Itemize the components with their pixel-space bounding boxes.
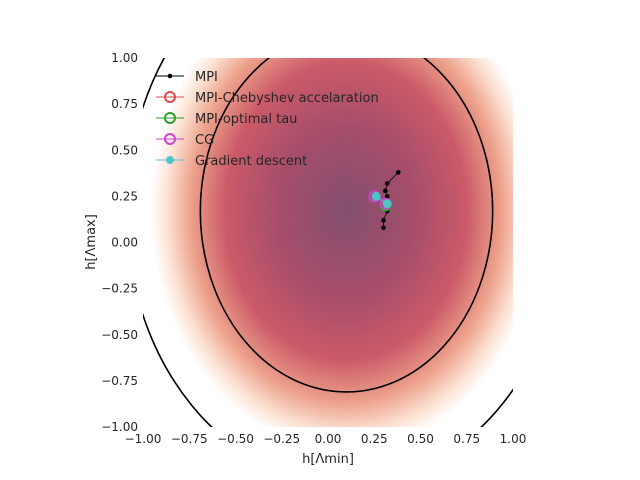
x-tick-label: −0.75 — [171, 432, 208, 446]
legend-label: CG — [195, 133, 214, 148]
legend-label: MPI-optimal tau — [195, 112, 297, 127]
x-tick-label: −0.25 — [263, 432, 300, 446]
x-tick-label: 0.00 — [315, 432, 342, 446]
data-point — [384, 194, 390, 199]
legend-entry: Gradient descent — [156, 154, 307, 169]
x-tick-label: −1.00 — [125, 432, 162, 446]
data-point — [396, 170, 401, 175]
y-tick-label: 0.00 — [111, 236, 138, 250]
y-tick-label: 0.50 — [111, 143, 138, 157]
y-tick-label: 1.00 — [111, 51, 138, 65]
heatmap-core — [143, 58, 513, 427]
contour-0 — [199, 58, 494, 393]
legend-label: MPI — [195, 70, 218, 85]
data-point — [381, 225, 386, 231]
x-tick-label: 0.25 — [361, 432, 388, 446]
y-tick-label: −0.25 — [101, 282, 138, 296]
x-tick-label: −0.50 — [217, 432, 254, 446]
legend-marker — [164, 133, 176, 145]
data-point — [382, 199, 392, 209]
series-4 — [371, 191, 392, 209]
y-axis-label: h[Λmax] — [84, 214, 99, 270]
legend-marker — [166, 156, 174, 164]
x-tick-label: 1.00 — [500, 432, 527, 446]
series-0 — [381, 170, 401, 231]
data-point — [381, 218, 386, 223]
y-tick-label: −0.75 — [101, 374, 138, 388]
x-axis-label: h[Λmin] — [302, 452, 354, 467]
legend-marker — [167, 73, 173, 79]
legend-label: MPI-Chebyshev accelaration — [195, 91, 379, 106]
legend-label: Gradient descent — [195, 154, 307, 169]
legend-entry: MPI-Chebyshev accelaration — [156, 91, 379, 106]
legend-entry: MPI-optimal tau — [156, 112, 297, 127]
x-tick-label: 0.50 — [407, 432, 434, 446]
plot-area — [143, 58, 513, 427]
contours — [143, 58, 513, 427]
x-tick-labels: −1.00 −0.75 −0.50 −0.25 0.00 0.25 0.50 0.75 1.00 — [125, 432, 527, 446]
x-tick-label: 0.75 — [453, 432, 480, 446]
legend-marker — [164, 112, 176, 124]
y-tick-label: 0.75 — [111, 97, 138, 111]
y-tick-labels: −1.00 −0.75 −0.50 −0.25 0.00 0.25 0.50 0.75 1.00 — [101, 51, 138, 434]
data-point — [371, 191, 381, 201]
data-point — [384, 181, 390, 186]
data-point — [383, 188, 388, 194]
y-tick-label: 0.25 — [111, 189, 138, 203]
y-tick-label: −0.50 — [101, 328, 138, 342]
legend: MPI MPI-Chebyshev accelaration MPI-optimal… — [156, 70, 379, 169]
legend-entry: CG — [156, 133, 214, 148]
legend-marker — [164, 91, 176, 103]
y-tick-label: −1.00 — [101, 420, 138, 434]
legend-entry: MPI — [156, 70, 218, 85]
series-layer — [368, 170, 401, 231]
